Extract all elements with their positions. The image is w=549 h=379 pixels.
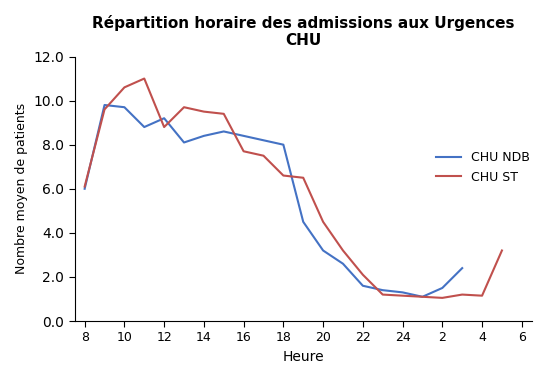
CHU ST [498,248,505,253]
CHU ST [161,125,167,129]
CHU NDB [121,105,128,110]
CHU NDB [320,248,327,253]
Line: CHU NDB: CHU NDB [85,105,462,297]
CHU ST [459,292,466,297]
CHU NDB [181,140,187,145]
CHU NDB [260,138,267,143]
CHU NDB [360,283,366,288]
CHU NDB [419,294,425,299]
X-axis label: Heure: Heure [282,350,324,364]
Y-axis label: Nombre moyen de patients: Nombre moyen de patients [15,103,28,274]
CHU ST [479,293,485,298]
CHU ST [300,175,306,180]
CHU NDB [240,133,247,138]
CHU NDB [379,288,386,293]
CHU ST [379,292,386,297]
CHU ST [439,296,446,300]
CHU ST [340,248,346,253]
CHU ST [280,173,287,178]
CHU ST [121,85,128,90]
CHU ST [419,294,425,299]
CHU ST [260,153,267,158]
CHU NDB [439,286,446,290]
CHU NDB [200,133,207,138]
CHU NDB [101,103,108,107]
Line: CHU ST: CHU ST [85,78,502,298]
CHU ST [81,184,88,189]
CHU ST [101,107,108,112]
CHU NDB [399,290,406,294]
CHU ST [320,219,327,224]
CHU ST [399,293,406,298]
CHU NDB [161,116,167,121]
CHU ST [181,105,187,110]
CHU ST [240,149,247,153]
Legend: CHU NDB, CHU ST: CHU NDB, CHU ST [431,146,535,189]
CHU ST [141,76,148,81]
CHU NDB [141,125,148,129]
Title: Répartition horaire des admissions aux Urgences
CHU: Répartition horaire des admissions aux U… [92,15,514,49]
CHU NDB [459,266,466,270]
CHU ST [221,111,227,116]
CHU NDB [221,129,227,134]
CHU NDB [340,262,346,266]
CHU NDB [280,143,287,147]
CHU NDB [300,219,306,224]
CHU NDB [81,186,88,191]
CHU ST [200,110,207,114]
CHU ST [360,273,366,277]
